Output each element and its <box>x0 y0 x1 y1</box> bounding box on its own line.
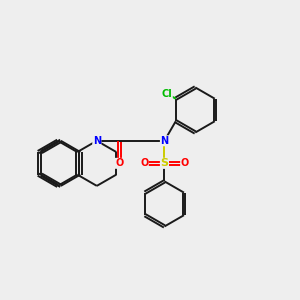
Text: N: N <box>160 136 169 146</box>
Text: O: O <box>140 158 148 168</box>
Text: Cl: Cl <box>162 88 172 99</box>
Text: O: O <box>115 158 124 168</box>
Text: N: N <box>93 136 101 146</box>
Text: O: O <box>181 158 189 168</box>
Text: S: S <box>160 158 169 168</box>
